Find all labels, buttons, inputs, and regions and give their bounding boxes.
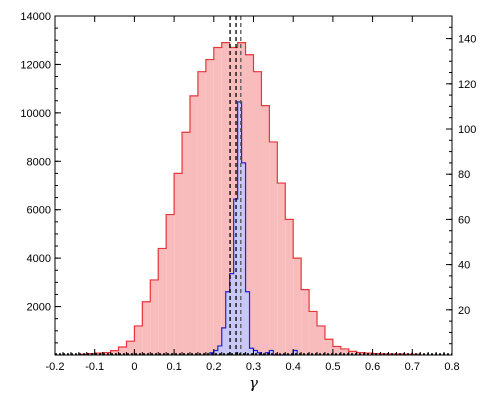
x-tick-label: 0.8 xyxy=(444,361,459,373)
y-right-tick-label: 40 xyxy=(458,260,470,272)
histogram-bar xyxy=(269,350,274,355)
x-tick-label: 0.5 xyxy=(325,361,340,373)
histogram-bar xyxy=(213,47,222,355)
histogram-bar xyxy=(221,42,230,356)
x-tick-label: 0.4 xyxy=(286,361,301,373)
histogram-bar xyxy=(249,348,254,355)
x-tick-label: 0 xyxy=(131,361,137,373)
x-tick-label: 0.6 xyxy=(365,361,380,373)
histogram-bar xyxy=(229,273,234,355)
histogram-bar xyxy=(324,339,333,355)
histogram-bar xyxy=(118,347,127,355)
histogram-bar xyxy=(285,219,294,355)
histogram-bar xyxy=(197,71,206,355)
histogram-bar xyxy=(166,214,175,355)
histogram-bar xyxy=(261,105,270,355)
histogram-bar xyxy=(225,291,230,355)
y-left-tick-label: 4000 xyxy=(27,253,51,265)
x-axis-label: γ xyxy=(249,374,258,392)
histogram-bar xyxy=(174,173,183,355)
histogram-bar xyxy=(245,291,250,355)
x-tick-label: 0.3 xyxy=(246,361,261,373)
axes: -0.2 -0.1 0 0.1 0.2 0.3 0.4 0.5 0.6 0.7 0.8 2000 400… xyxy=(20,11,476,373)
y-left-tick-label: 6000 xyxy=(27,205,51,217)
y-left-tick-label: 8000 xyxy=(27,156,51,168)
histogram-bar xyxy=(269,141,278,355)
histogram-bar xyxy=(86,353,95,355)
y-right-tick-label: 80 xyxy=(458,169,470,181)
histogram-bar xyxy=(293,350,298,355)
histogram-bar xyxy=(332,346,341,355)
histogram-bar xyxy=(348,351,357,355)
histogram-bar xyxy=(277,183,286,355)
y-left-tick-label: 2000 xyxy=(27,302,51,314)
histogram-bar xyxy=(158,248,167,355)
histogram-bar xyxy=(293,258,302,355)
plot-area xyxy=(55,16,452,356)
histogram-bar xyxy=(182,132,190,355)
histogram-bar xyxy=(309,311,318,355)
histogram-bar xyxy=(340,348,349,355)
histogram-bar xyxy=(301,289,310,355)
histogram-bar xyxy=(241,162,246,355)
histogram-bar xyxy=(317,325,325,355)
histogram-bar xyxy=(237,101,242,355)
histogram-bar xyxy=(126,341,135,355)
histogram-bar xyxy=(102,352,111,355)
histogram-bar xyxy=(205,59,214,355)
histogram-bar xyxy=(189,95,198,356)
histogram-bar xyxy=(110,350,119,355)
y-right-tick-label: 60 xyxy=(458,214,470,226)
histogram-bar xyxy=(253,350,258,355)
histogram-bar xyxy=(134,325,143,355)
y-right-tick-label: 100 xyxy=(458,124,476,136)
histogram-bar xyxy=(245,54,254,355)
histogram-bar xyxy=(221,327,226,355)
y-right-tick-label: 120 xyxy=(458,79,476,91)
x-tick-label: -0.1 xyxy=(85,361,104,373)
y-right-tick-label: 140 xyxy=(458,34,476,46)
histogram-bar xyxy=(150,279,159,355)
x-tick-label: 0.7 xyxy=(405,361,420,373)
histogram-bar xyxy=(142,301,151,355)
histogram-bar xyxy=(213,350,218,355)
x-tick-label: 0.1 xyxy=(166,361,181,373)
x-tick-label: 0.2 xyxy=(206,361,221,373)
y-left-tick-label: 10000 xyxy=(20,108,51,120)
histogram-bar xyxy=(94,353,103,355)
y-left-tick-label: 12000 xyxy=(20,59,51,71)
x-tick-label: -0.2 xyxy=(46,361,65,373)
histogram-bar xyxy=(217,345,222,355)
y-right-tick-label: 20 xyxy=(458,305,470,317)
y-left-tick-label: 14000 xyxy=(20,11,51,23)
histogram-bar xyxy=(253,71,262,355)
